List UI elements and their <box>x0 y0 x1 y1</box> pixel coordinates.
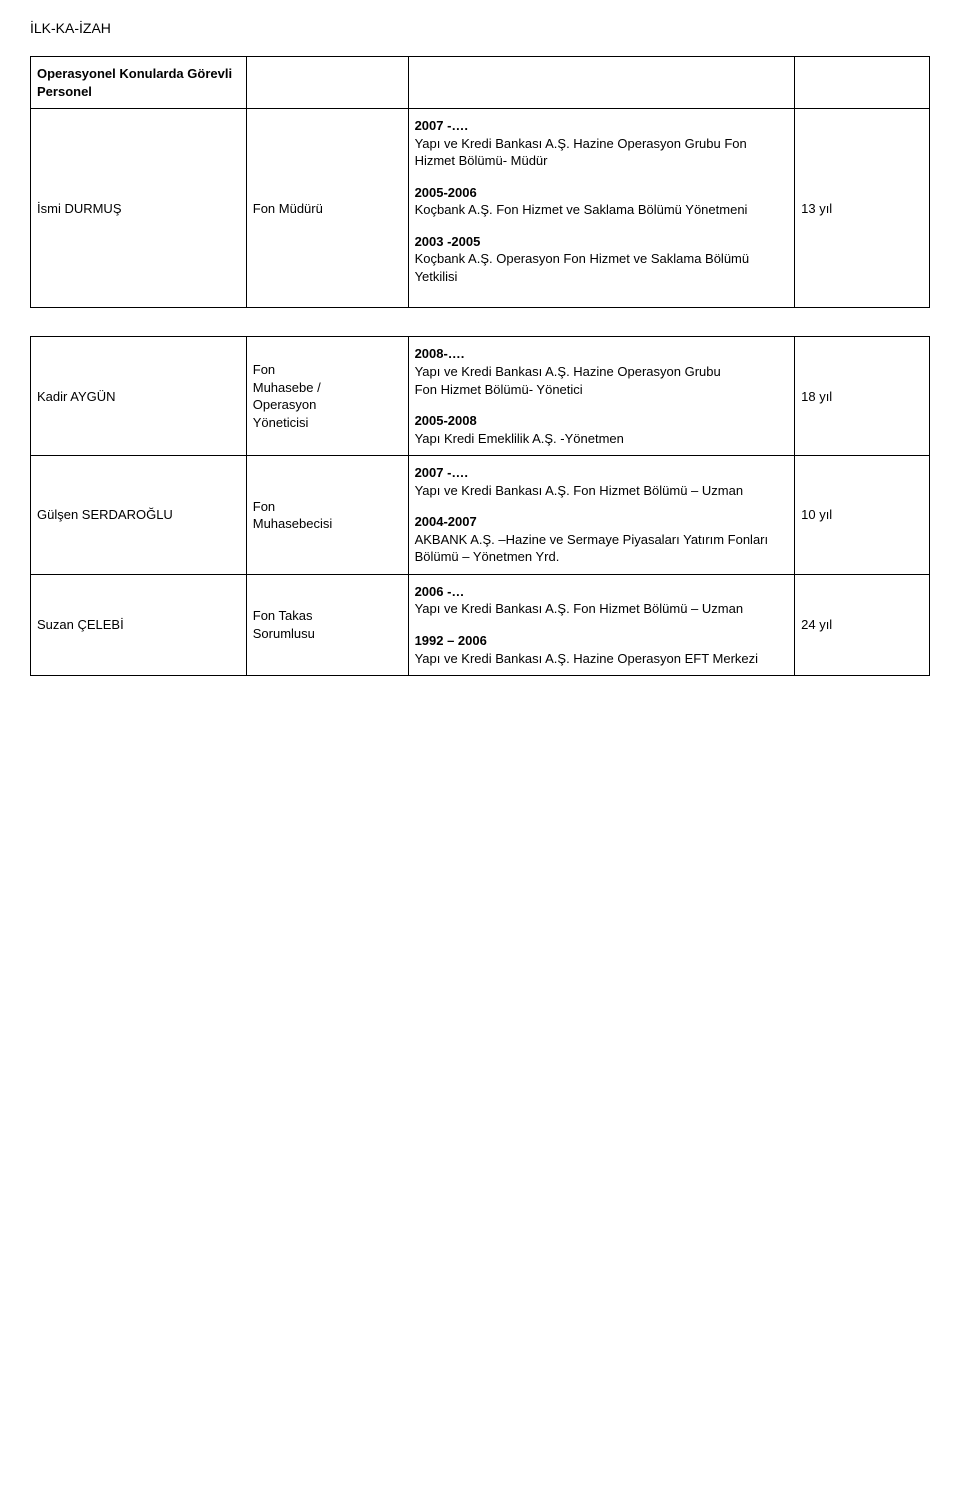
history-text: Yapı ve Kredi Bankası A.Ş. Fon Hizmet Bö… <box>415 482 789 500</box>
history-text: Yapı ve Kredi Bankası A.Ş. Hazine Operas… <box>415 135 789 170</box>
table-row: Gülşen SERDAROĞLU Fon Muhasebecisi 2007 … <box>31 456 930 575</box>
years-cell: 24 yıl <box>795 574 930 675</box>
history-year: 1992 – 2006 <box>415 632 789 650</box>
table-row: Operasyonel Konularda Görevli Personel <box>31 57 930 109</box>
history-text: Koçbank A.Ş. Fon Hizmet ve Saklama Bölüm… <box>415 201 789 219</box>
history-year: 2006 -… <box>415 583 789 601</box>
person-role-cell: Fon Müdürü <box>246 109 408 308</box>
header-title-cell: Operasyonel Konularda Görevli Personel <box>31 57 247 109</box>
role-line: Operasyon <box>253 396 402 414</box>
history-text: Fon Hizmet Bölümü- Yönetici <box>415 381 789 399</box>
history-text: Yapı ve Kredi Bankası A.Ş. Fon Hizmet Bö… <box>415 600 789 618</box>
role-line: Muhasebe / <box>253 379 402 397</box>
years-cell: 13 yıl <box>795 109 930 308</box>
person-history-cell: 2008-…. Yapı ve Kredi Bankası A.Ş. Hazin… <box>408 337 795 456</box>
history-year: 2004-2007 <box>415 513 789 531</box>
role-line: Muhasebecisi <box>253 515 402 533</box>
history-year: 2005-2006 <box>415 184 789 202</box>
doc-title: İLK-KA-İZAH <box>30 20 930 36</box>
history-text: AKBANK A.Ş. –Hazine ve Sermaye Piyasalar… <box>415 531 789 566</box>
history-year: 2005-2008 <box>415 412 789 430</box>
empty-cell <box>408 57 795 109</box>
person-role-cell: Fon Muhasebe / Operasyon Yöneticisi <box>246 337 408 456</box>
person-role-cell: Fon Takas Sorumlusu <box>246 574 408 675</box>
role-line: Fon Takas <box>253 607 402 625</box>
role-line: Yöneticisi <box>253 414 402 432</box>
personnel-table-1: Operasyonel Konularda Görevli Personel İ… <box>30 56 930 308</box>
person-history-cell: 2007 -…. Yapı ve Kredi Bankası A.Ş. Fon … <box>408 456 795 575</box>
history-year: 2003 -2005 <box>415 233 789 251</box>
history-text: Yapı ve Kredi Bankası A.Ş. Hazine Operas… <box>415 650 789 668</box>
person-name-cell: Gülşen SERDAROĞLU <box>31 456 247 575</box>
person-name-cell: İsmi DURMUŞ <box>31 109 247 308</box>
person-history-cell: 2006 -… Yapı ve Kredi Bankası A.Ş. Fon H… <box>408 574 795 675</box>
history-year: 2008-…. <box>415 345 789 363</box>
empty-cell <box>795 57 930 109</box>
role-line: Fon <box>253 361 402 379</box>
role-line: Fon <box>253 498 402 516</box>
role-line: Sorumlusu <box>253 625 402 643</box>
history-text: Koçbank A.Ş. Operasyon Fon Hizmet ve Sak… <box>415 250 789 285</box>
person-history-cell: 2007 -…. Yapı ve Kredi Bankası A.Ş. Hazi… <box>408 109 795 308</box>
history-text: Yapı Kredi Emeklilik A.Ş. -Yönetmen <box>415 430 789 448</box>
years-cell: 18 yıl <box>795 337 930 456</box>
table-row: Kadir AYGÜN Fon Muhasebe / Operasyon Yön… <box>31 337 930 456</box>
empty-cell <box>246 57 408 109</box>
history-year: 2007 -…. <box>415 464 789 482</box>
years-cell: 10 yıl <box>795 456 930 575</box>
person-role-cell: Fon Muhasebecisi <box>246 456 408 575</box>
table-row: İsmi DURMUŞ Fon Müdürü 2007 -…. Yapı ve … <box>31 109 930 308</box>
history-text: Yapı ve Kredi Bankası A.Ş. Hazine Operas… <box>415 363 789 381</box>
person-name-cell: Suzan ÇELEBİ <box>31 574 247 675</box>
personnel-table-2: Kadir AYGÜN Fon Muhasebe / Operasyon Yön… <box>30 336 930 676</box>
person-name-cell: Kadir AYGÜN <box>31 337 247 456</box>
history-year: 2007 -…. <box>415 117 789 135</box>
table-row: Suzan ÇELEBİ Fon Takas Sorumlusu 2006 -…… <box>31 574 930 675</box>
